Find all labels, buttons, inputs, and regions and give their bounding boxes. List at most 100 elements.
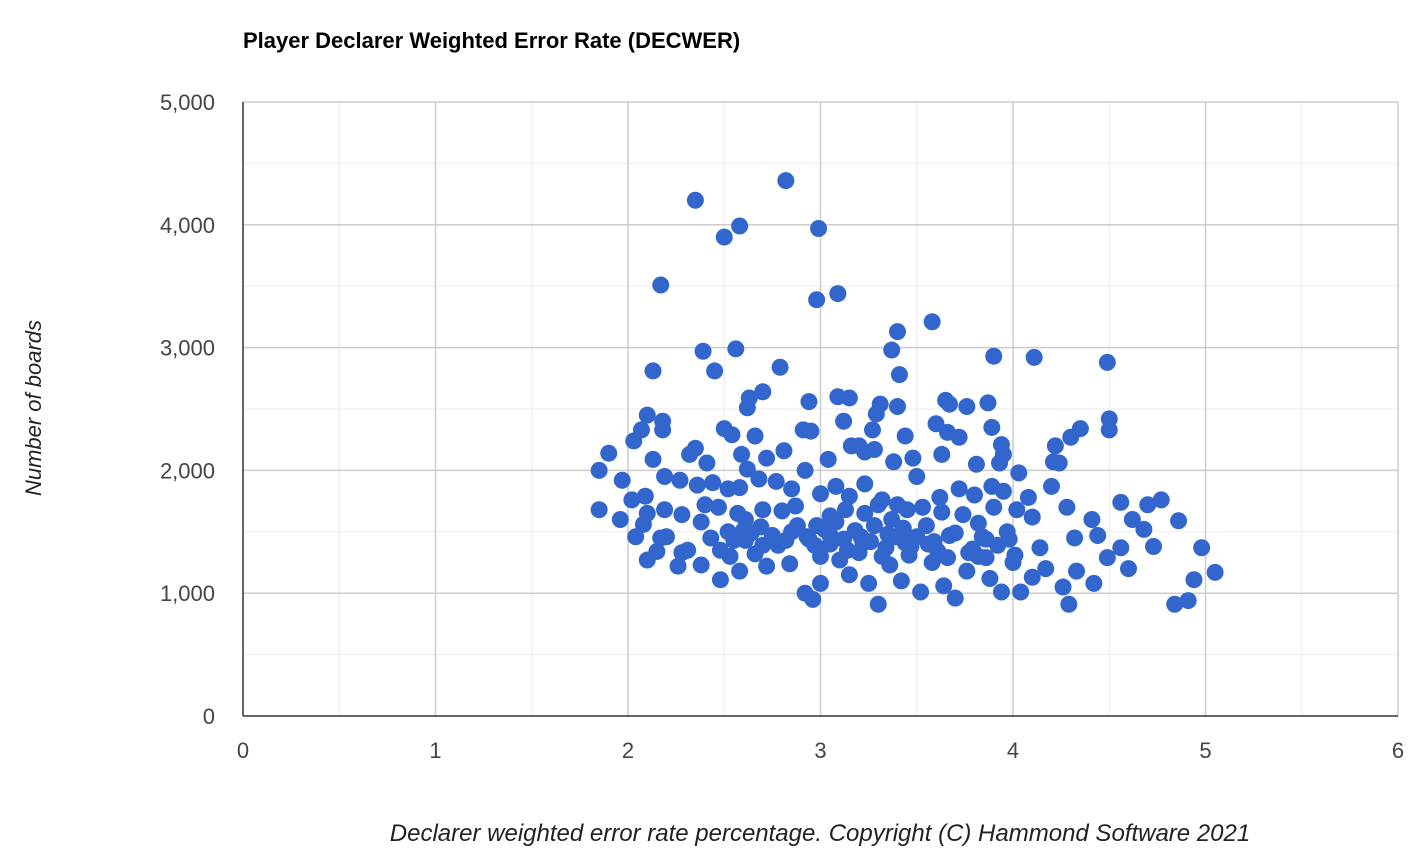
- data-point: [767, 472, 785, 490]
- data-point: [771, 358, 789, 376]
- data-point: [1008, 501, 1026, 519]
- data-point: [856, 475, 874, 493]
- data-point: [1060, 595, 1078, 613]
- data-point: [994, 445, 1012, 463]
- data-point: [1112, 539, 1130, 557]
- data-point: [775, 442, 793, 460]
- data-point: [939, 549, 957, 567]
- data-point: [1037, 560, 1055, 578]
- data-point: [644, 362, 662, 380]
- data-point: [1085, 574, 1103, 592]
- data-point: [958, 398, 976, 416]
- data-point: [694, 342, 712, 360]
- data-point: [754, 501, 772, 519]
- data-point: [600, 444, 618, 462]
- data-point: [896, 534, 914, 552]
- data-point: [1166, 595, 1184, 613]
- data-point: [711, 541, 729, 559]
- data-point: [1006, 546, 1024, 564]
- data-point: [950, 428, 968, 446]
- data-point: [709, 498, 727, 516]
- grid-lines: [243, 101, 1399, 716]
- y-tick-label: 1,000: [160, 581, 215, 606]
- data-point: [698, 454, 716, 472]
- data-point: [925, 533, 943, 551]
- data-point: [686, 439, 704, 457]
- data-point: [1145, 538, 1163, 556]
- x-axis-label: Declarer weighted error rate percentage.…: [389, 820, 1251, 847]
- data-point: [914, 498, 932, 516]
- data-point: [638, 406, 656, 424]
- data-point: [869, 595, 887, 613]
- data-point: [977, 549, 995, 567]
- data-point: [783, 480, 801, 498]
- data-point: [950, 480, 968, 498]
- y-tick-label: 0: [203, 704, 215, 729]
- data-point: [812, 547, 829, 565]
- data-point: [979, 394, 997, 412]
- x-tick-label: 4: [1007, 738, 1019, 763]
- data-point: [912, 583, 930, 601]
- data-point: [981, 569, 999, 587]
- data-point: [1098, 549, 1116, 567]
- data-point: [946, 589, 964, 607]
- data-point: [898, 501, 916, 519]
- data-point: [973, 528, 991, 546]
- data-point: [671, 471, 689, 489]
- data-point: [1170, 512, 1188, 530]
- data-point: [1062, 428, 1080, 446]
- data-point: [786, 497, 804, 515]
- data-point: [1135, 520, 1153, 538]
- data-point: [727, 340, 745, 358]
- data-point: [738, 399, 756, 417]
- data-point: [933, 503, 951, 521]
- data-points: [590, 172, 1224, 613]
- data-point: [983, 418, 1001, 436]
- x-tick-label: 3: [814, 738, 826, 763]
- data-point: [688, 476, 706, 494]
- data-point: [935, 577, 953, 595]
- data-point: [1000, 530, 1018, 548]
- data-point: [636, 487, 654, 505]
- data-point: [985, 347, 1003, 365]
- data-point: [1179, 592, 1197, 610]
- y-tick-label: 3,000: [160, 336, 215, 361]
- data-point: [869, 496, 887, 514]
- data-point: [800, 530, 818, 548]
- data-point: [634, 515, 652, 533]
- data-point: [754, 383, 772, 401]
- data-point: [933, 445, 951, 463]
- data-point: [715, 228, 733, 246]
- data-point: [754, 536, 772, 554]
- data-point: [669, 557, 687, 575]
- data-point: [802, 422, 820, 440]
- data-point: [652, 276, 670, 294]
- data-point: [985, 498, 1003, 516]
- y-axis-label: Number of boards: [21, 319, 46, 497]
- data-point: [1031, 539, 1049, 557]
- data-point: [1025, 348, 1043, 366]
- data-point: [885, 453, 903, 471]
- data-point: [940, 526, 958, 544]
- data-point: [673, 544, 691, 562]
- data-point: [1023, 508, 1041, 526]
- data-point: [1083, 511, 1101, 529]
- data-point: [731, 562, 749, 580]
- data-point: [867, 405, 885, 423]
- tick-labels: 0 1 2 3 4 5 6 0 1,000 2,000 3,000 4,000 5,000: [160, 90, 1404, 763]
- x-tick-label: 6: [1392, 738, 1404, 763]
- data-point: [673, 506, 691, 524]
- data-point: [889, 323, 906, 341]
- data-point: [1046, 437, 1064, 455]
- y-tick-label: 4,000: [160, 213, 215, 238]
- data-point: [840, 566, 858, 584]
- data-point: [711, 571, 729, 589]
- axes: [242, 102, 1398, 717]
- data-point: [1054, 578, 1072, 596]
- data-point: [758, 557, 776, 575]
- data-point: [808, 291, 826, 309]
- y-tick-label: 5,000: [160, 90, 215, 115]
- data-point: [648, 542, 666, 560]
- data-point: [1193, 539, 1211, 557]
